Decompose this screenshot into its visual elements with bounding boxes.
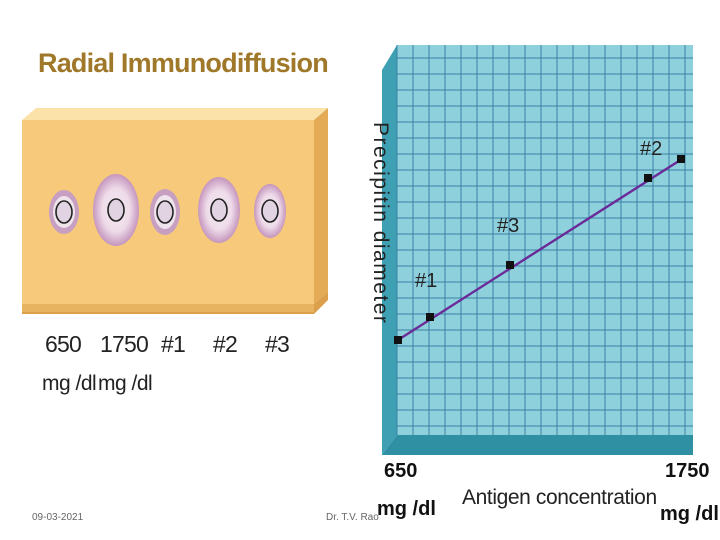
x-min-unit: mg /dl [377,498,436,520]
well-label-sample-2: #2 [213,331,238,357]
point-1750 [677,155,685,163]
y-axis-label: Precipitin diameter [369,122,392,325]
point-650 [394,336,402,344]
grid-bottom-side [382,435,693,455]
well-unit-1750: mg /dl [98,372,153,395]
well-1750 [93,174,139,246]
well-sample-3 [254,184,286,238]
x-max-label: 1750 [665,460,710,482]
diagram-title: Radial Immunodiffusion [38,48,329,78]
x-max-unit: mg /dl [660,503,719,525]
point-sample-2 [644,174,652,182]
well-label-sample-1: #1 [161,331,186,357]
well-650 [49,190,79,234]
point-sample-1 [426,313,434,321]
footer-author: Dr. T.V. Rao [326,512,379,523]
well-sample-1 [150,189,180,235]
x-axis-label: Antigen concentration [462,486,657,509]
data-points [394,155,685,344]
point-label-sample-1: #1 [415,270,438,292]
well-label-sample-3: #3 [265,331,290,357]
well-label-650: 650 [45,331,82,357]
x-min-label: 650 [384,460,418,482]
well-label-1750: 1750 [100,331,149,357]
point-sample-3 [506,261,514,269]
point-label-sample-3: #3 [497,215,520,237]
grid-face [397,45,693,435]
well-unit-650: mg /dl [42,372,97,395]
footer-date: 09-03-2021 [32,512,84,523]
trend-line [397,157,683,342]
point-label-sample-2: #2 [640,138,663,160]
gridlines [396,45,693,435]
well-sample-2 [198,177,240,243]
grid-left-side [382,45,397,455]
